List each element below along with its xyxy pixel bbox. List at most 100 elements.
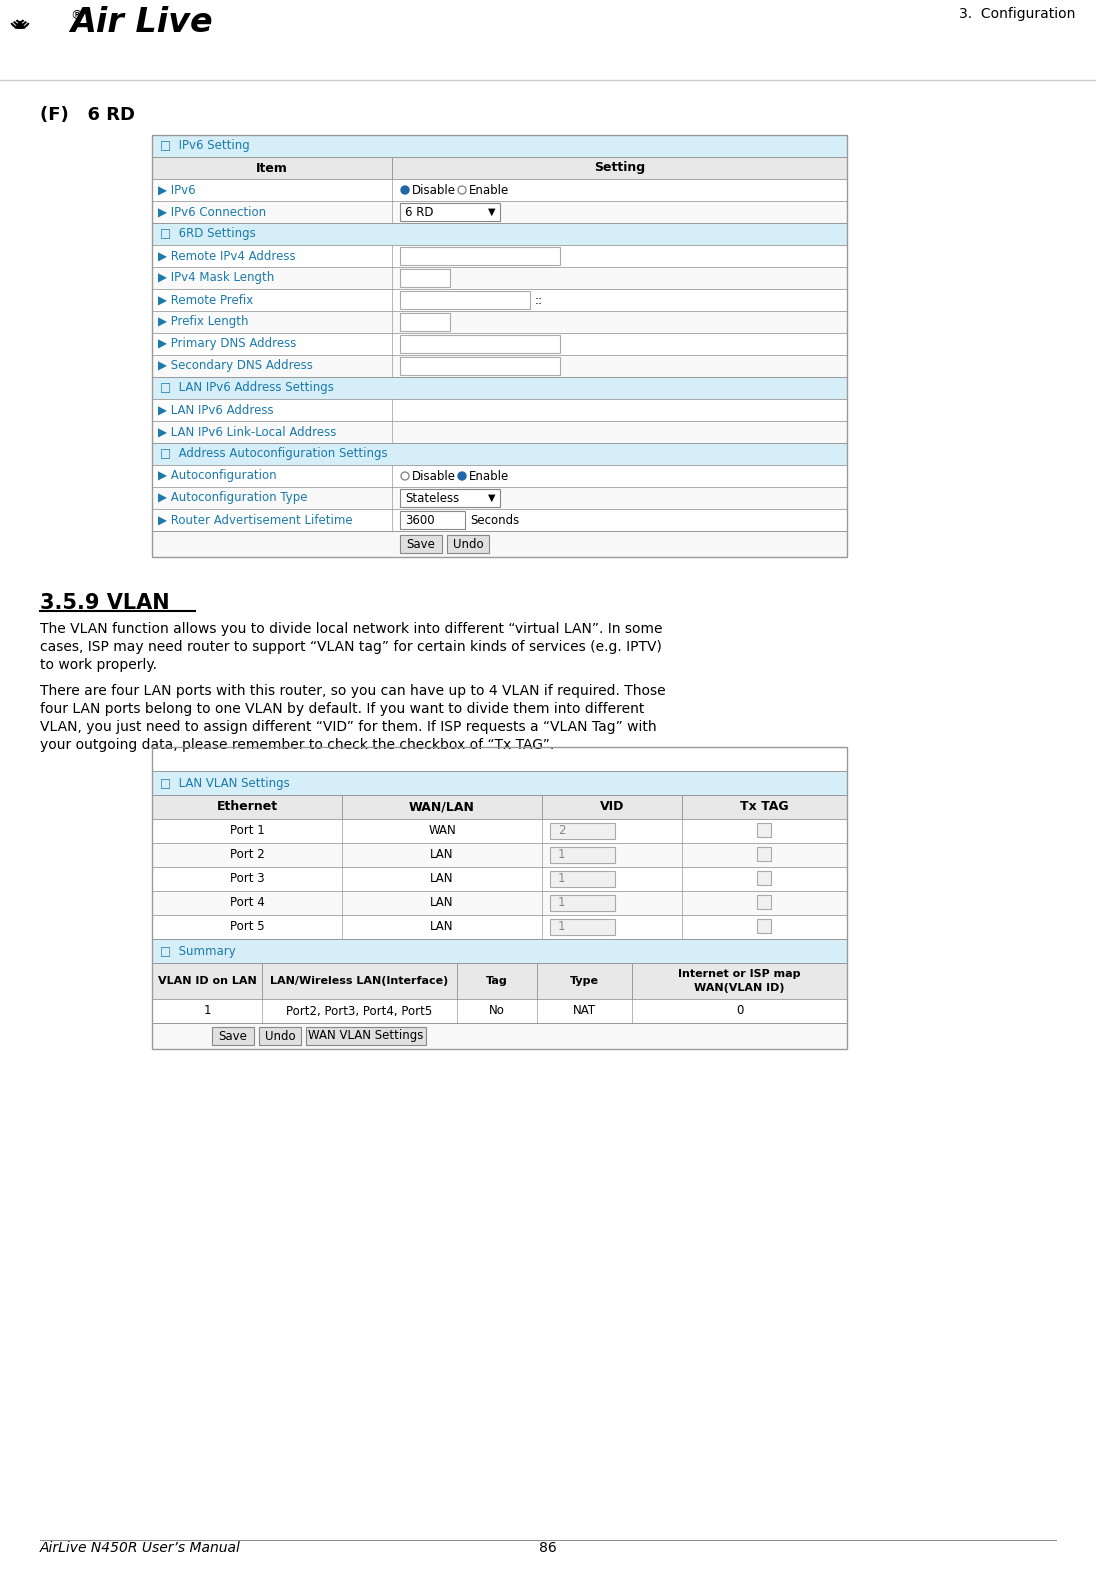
Bar xyxy=(400,291,530,309)
Text: 1: 1 xyxy=(558,873,566,885)
Bar xyxy=(400,358,560,375)
Bar xyxy=(756,871,770,885)
Text: Type: Type xyxy=(570,976,600,986)
Text: ▶ IPv6 Connection: ▶ IPv6 Connection xyxy=(158,205,266,219)
Text: Undo: Undo xyxy=(453,537,483,551)
Text: Enable: Enable xyxy=(469,469,510,482)
Text: ▶ Autoconfiguration Type: ▶ Autoconfiguration Type xyxy=(158,491,308,504)
Bar xyxy=(152,939,847,962)
Text: VID: VID xyxy=(600,800,625,814)
Bar xyxy=(152,465,847,487)
Bar xyxy=(152,398,847,421)
Text: ▶ Autoconfiguration: ▶ Autoconfiguration xyxy=(158,469,276,482)
Bar xyxy=(152,747,847,1049)
Text: ▶ LAN IPv6 Address: ▶ LAN IPv6 Address xyxy=(158,403,274,416)
Bar xyxy=(152,354,847,376)
Text: ▶ LAN IPv6 Link-Local Address: ▶ LAN IPv6 Link-Local Address xyxy=(158,425,336,438)
Text: Ethernet: Ethernet xyxy=(216,800,277,814)
Text: ▼: ▼ xyxy=(488,493,495,502)
Text: Disable: Disable xyxy=(412,184,456,197)
Text: 86: 86 xyxy=(539,1540,557,1555)
Bar xyxy=(152,246,847,268)
Text: 3600: 3600 xyxy=(406,513,435,526)
Text: ▶ Prefix Length: ▶ Prefix Length xyxy=(158,315,249,329)
Text: Stateless: Stateless xyxy=(406,491,459,504)
Bar xyxy=(400,313,450,331)
Text: Port 2: Port 2 xyxy=(230,849,264,862)
Bar xyxy=(400,335,560,353)
Text: Air Live: Air Live xyxy=(70,5,213,38)
Text: WAN(VLAN ID): WAN(VLAN ID) xyxy=(694,983,785,992)
Text: four LAN ports belong to one VLAN by default. If you want to divide them into di: four LAN ports belong to one VLAN by def… xyxy=(39,702,644,717)
Bar xyxy=(152,891,847,915)
Polygon shape xyxy=(500,0,1096,80)
Text: ▼: ▼ xyxy=(488,206,495,217)
Bar xyxy=(152,487,847,509)
Bar xyxy=(152,819,847,843)
Bar xyxy=(152,421,847,443)
Bar xyxy=(447,536,489,553)
Text: ®: ® xyxy=(70,9,82,22)
Bar xyxy=(756,824,770,836)
Text: 3.5.9 VLAN: 3.5.9 VLAN xyxy=(39,594,170,613)
Circle shape xyxy=(458,472,466,480)
Bar xyxy=(212,1027,254,1044)
Bar xyxy=(152,962,847,999)
Bar xyxy=(152,268,847,288)
Bar xyxy=(152,135,847,558)
Bar xyxy=(756,847,770,862)
Text: LAN: LAN xyxy=(431,920,454,934)
Bar xyxy=(152,843,847,866)
Text: Port2, Port3, Port4, Port5: Port2, Port3, Port4, Port5 xyxy=(286,1005,433,1017)
Bar xyxy=(259,1027,301,1044)
Bar xyxy=(400,510,465,529)
Text: □  IPv6 Setting: □ IPv6 Setting xyxy=(160,140,250,153)
Text: cases, ISP may need router to support “VLAN tag” for certain kinds of services (: cases, ISP may need router to support “V… xyxy=(39,639,662,654)
Bar xyxy=(400,536,442,553)
Polygon shape xyxy=(15,22,25,28)
Bar xyxy=(152,509,847,531)
Bar xyxy=(400,269,450,287)
Bar xyxy=(550,895,615,910)
Text: NAT: NAT xyxy=(573,1005,596,1017)
Text: 2: 2 xyxy=(558,824,566,838)
Text: ▶ Remote IPv4 Address: ▶ Remote IPv4 Address xyxy=(158,249,296,263)
Text: No: No xyxy=(489,1005,505,1017)
Text: WAN: WAN xyxy=(429,824,456,838)
Text: Save: Save xyxy=(218,1030,248,1043)
Bar xyxy=(400,488,500,507)
Bar xyxy=(152,772,847,795)
Bar xyxy=(152,866,847,891)
Text: □  6RD Settings: □ 6RD Settings xyxy=(160,227,255,241)
Text: Setting: Setting xyxy=(594,162,646,175)
Bar xyxy=(152,795,847,819)
Text: 1: 1 xyxy=(558,920,566,934)
Text: your outgoing data, please remember to check the checkbox of “Tx TAG”.: your outgoing data, please remember to c… xyxy=(39,739,555,751)
Bar xyxy=(152,224,847,246)
Bar xyxy=(550,918,615,936)
Text: Port 4: Port 4 xyxy=(230,896,264,909)
Bar xyxy=(400,203,500,221)
Text: (F)   6 RD: (F) 6 RD xyxy=(39,106,135,124)
Text: Disable: Disable xyxy=(412,469,456,482)
Text: Seconds: Seconds xyxy=(470,513,520,526)
Bar xyxy=(400,247,560,265)
Text: ▶ IPv6: ▶ IPv6 xyxy=(158,184,195,197)
Text: 6 RD: 6 RD xyxy=(406,205,434,219)
Text: LAN: LAN xyxy=(431,849,454,862)
Bar xyxy=(152,158,847,180)
Text: 0: 0 xyxy=(735,1005,743,1017)
Bar xyxy=(306,1027,426,1044)
Text: ▶ IPv4 Mask Length: ▶ IPv4 Mask Length xyxy=(158,271,274,285)
Text: Item: Item xyxy=(256,162,288,175)
Text: □  Address Autoconfiguration Settings: □ Address Autoconfiguration Settings xyxy=(160,447,388,460)
Circle shape xyxy=(401,186,409,194)
Text: □  LAN IPv6 Address Settings: □ LAN IPv6 Address Settings xyxy=(160,381,334,394)
Text: VLAN, you just need to assign different “VID” for them. If ISP requests a “VLAN : VLAN, you just need to assign different … xyxy=(39,720,657,734)
Text: ▶ Router Advertisement Lifetime: ▶ Router Advertisement Lifetime xyxy=(158,513,353,526)
Bar xyxy=(152,443,847,465)
Bar xyxy=(152,202,847,224)
Bar xyxy=(550,824,615,839)
Bar xyxy=(152,376,847,398)
Bar xyxy=(152,1024,847,1049)
